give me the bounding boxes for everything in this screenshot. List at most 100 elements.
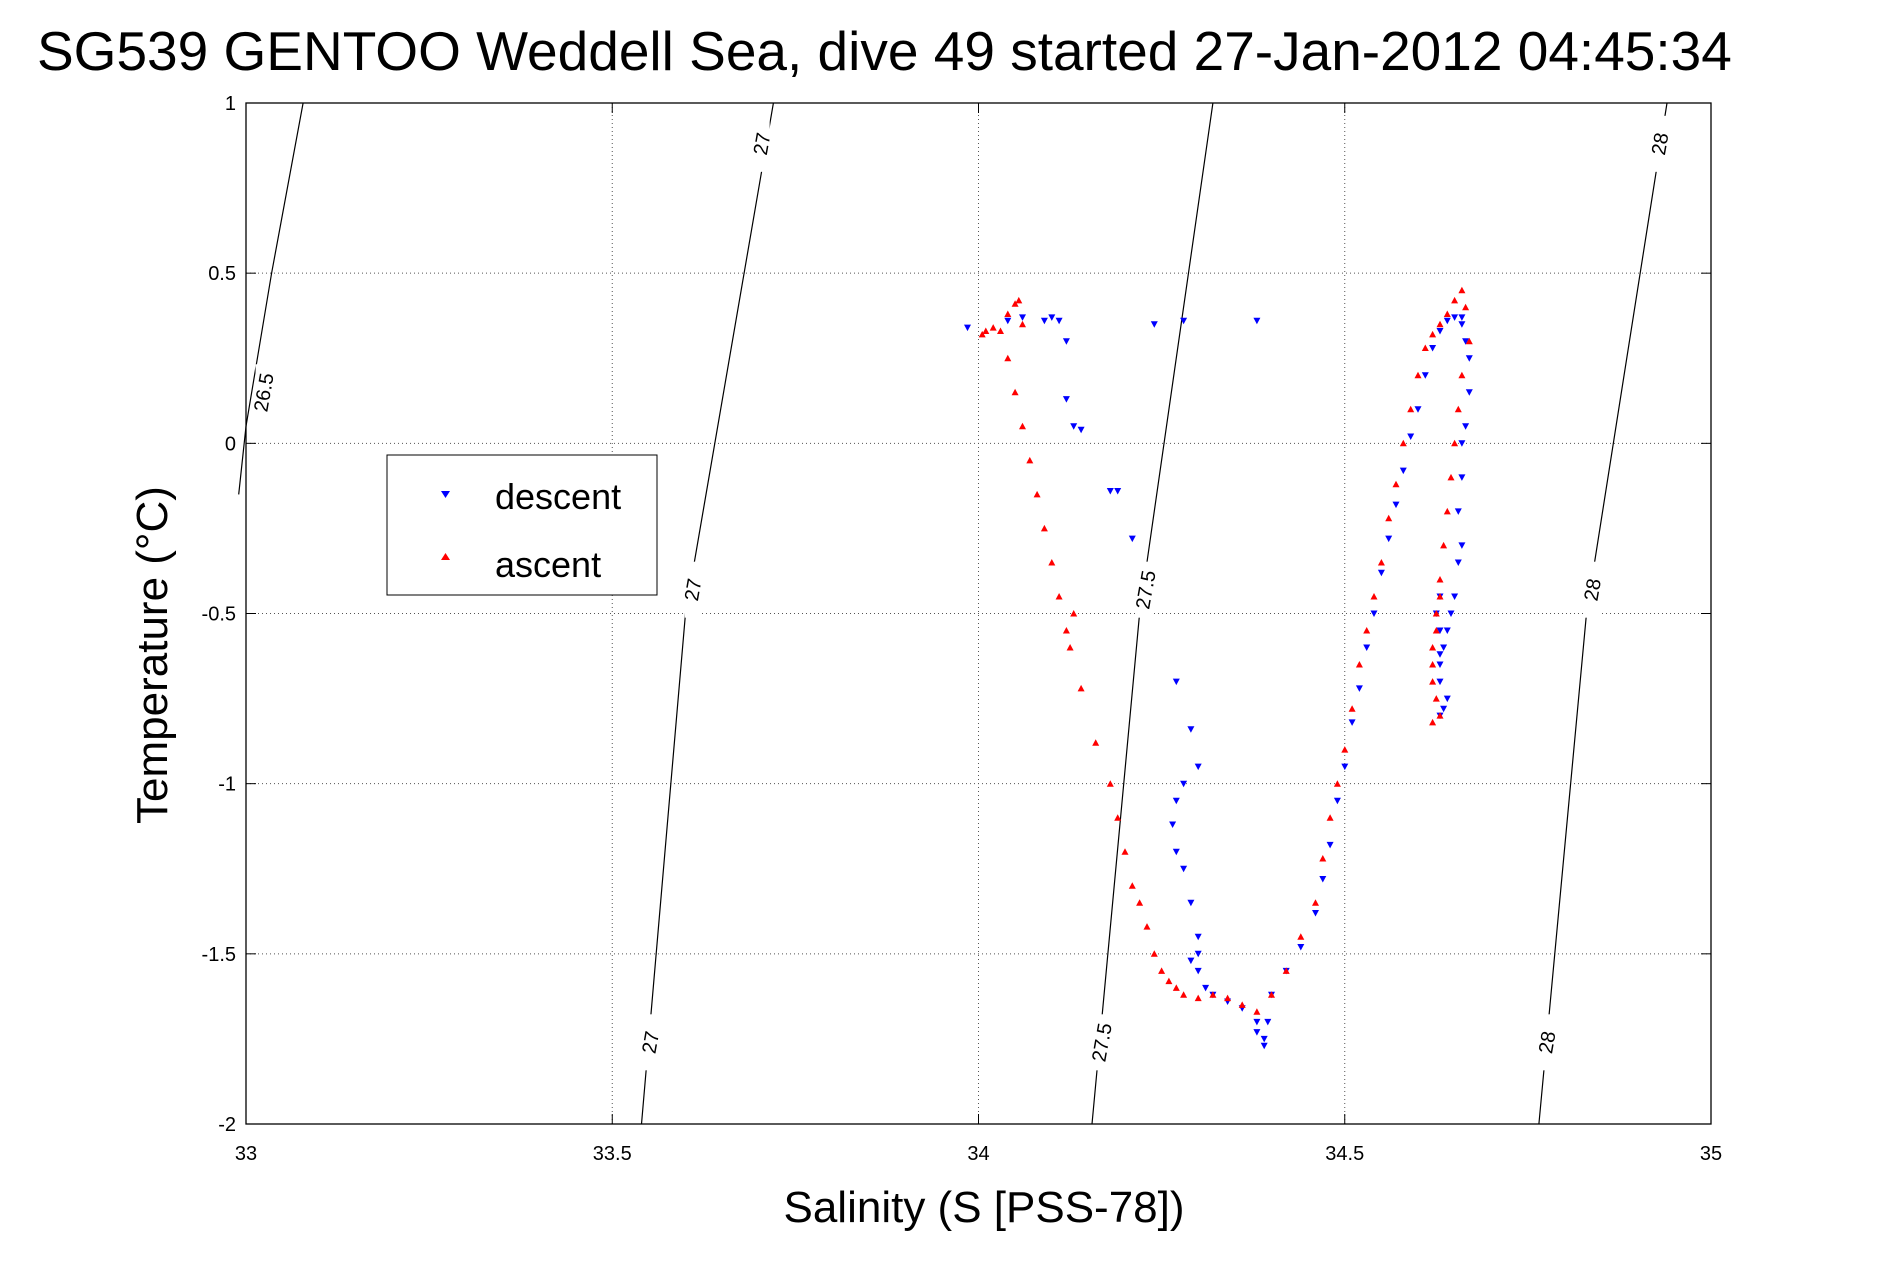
ascent-point xyxy=(1370,593,1378,600)
ascent-point xyxy=(1128,882,1136,889)
descent-point xyxy=(1465,389,1473,396)
ascent-point xyxy=(1004,310,1012,317)
ascent-point xyxy=(1268,991,1275,998)
descent-point xyxy=(1106,488,1114,495)
ascent-point xyxy=(1319,855,1327,862)
contour-label-background xyxy=(1584,561,1601,618)
descent-point xyxy=(1326,841,1334,849)
ascent-point xyxy=(1443,310,1451,317)
descent-point xyxy=(1202,984,1210,992)
descent-point xyxy=(1180,780,1188,788)
descent-point xyxy=(1253,1018,1261,1026)
descent-point xyxy=(1187,899,1195,907)
ascent-point xyxy=(1180,991,1188,998)
descent-point xyxy=(1385,535,1393,543)
descent-point xyxy=(1443,695,1451,703)
descent-point xyxy=(1462,423,1470,430)
descent-point xyxy=(1194,763,1202,771)
descent-point xyxy=(1194,950,1202,958)
y-tick-label: 0.5 xyxy=(208,263,236,285)
descent-point xyxy=(1421,372,1429,379)
ascent-point xyxy=(1209,991,1217,998)
chart-title: SG539 GENTOO Weddell Sea, dive 49 starte… xyxy=(37,20,1732,82)
ascent-point xyxy=(1451,439,1459,447)
ascent-point xyxy=(1312,899,1319,906)
ascent-point xyxy=(1458,286,1466,294)
contour-label-background xyxy=(1651,115,1668,172)
ascent-point xyxy=(1443,507,1451,515)
ascent-point xyxy=(1355,661,1363,668)
descent-point xyxy=(1062,396,1070,403)
contour-label: 27.5 xyxy=(1088,1021,1116,1063)
descent-point xyxy=(1436,651,1444,658)
contour-label: 27.5 xyxy=(1132,569,1160,611)
ascent-point xyxy=(1172,984,1180,991)
ascent-point xyxy=(1465,337,1473,345)
ascent-point xyxy=(1407,405,1415,413)
ascent-point xyxy=(989,324,997,331)
ascent-point xyxy=(1150,950,1158,957)
ascent-point xyxy=(1429,718,1437,726)
ascent-point xyxy=(1019,422,1026,430)
ascent-point xyxy=(1447,473,1455,481)
ascent-point xyxy=(1432,610,1440,617)
contour-label: 28 xyxy=(1648,131,1674,157)
ascent-point xyxy=(1429,678,1437,685)
ascent-point xyxy=(1297,933,1305,940)
descent-point xyxy=(1440,644,1448,651)
descent-point xyxy=(1458,440,1466,447)
ascent-point xyxy=(1121,848,1129,855)
contour-label-background xyxy=(255,364,272,421)
descent-point xyxy=(1172,797,1180,805)
ascent-point xyxy=(1326,814,1334,821)
ascent-point xyxy=(1011,300,1019,307)
contour-label-background xyxy=(642,1014,659,1071)
y-tick-label: -1 xyxy=(218,774,236,796)
legend-label-descent: descent xyxy=(495,476,621,517)
x-tick-label: 35 xyxy=(1700,1143,1722,1165)
descent-point xyxy=(1392,501,1400,509)
ascent-point xyxy=(1114,814,1122,821)
ascent-point xyxy=(1011,388,1019,396)
y-tick-label: 1 xyxy=(225,93,236,115)
descent-point xyxy=(1370,610,1378,617)
contour-label-background xyxy=(1538,1014,1555,1071)
legend-marker-descent xyxy=(441,491,450,498)
descent-point xyxy=(1187,957,1195,965)
legend-box xyxy=(386,454,658,596)
ascent-point xyxy=(1092,739,1100,746)
y-tick-label: -1.5 xyxy=(202,944,236,966)
descent-point xyxy=(1077,426,1085,434)
y-tick-label: -0.5 xyxy=(202,604,236,626)
ascent-point xyxy=(1026,456,1034,464)
descent-point xyxy=(1070,423,1078,430)
ascent-point xyxy=(1462,303,1470,311)
descent-point xyxy=(1264,1018,1272,1026)
descent-point xyxy=(1150,321,1158,328)
descent-point xyxy=(1458,321,1466,328)
ascent-point xyxy=(1432,695,1440,702)
y-axis-label: Temperature (°C) xyxy=(128,486,177,824)
ascent-point xyxy=(1414,371,1422,379)
ascent-point xyxy=(1015,296,1023,304)
descent-point xyxy=(1440,705,1448,713)
contour-label-background xyxy=(753,115,770,172)
ascent-point xyxy=(1136,899,1144,906)
descent-point xyxy=(1436,661,1444,668)
descent-point xyxy=(1399,467,1407,475)
series-ascent xyxy=(978,286,1473,1015)
density-contour-line xyxy=(640,102,774,1125)
descent-point xyxy=(1454,559,1462,566)
descent-point xyxy=(1194,933,1202,941)
ascent-point xyxy=(1454,405,1462,413)
descent-point xyxy=(1414,406,1422,413)
ascent-point xyxy=(1377,559,1385,566)
x-tick-label: 34 xyxy=(967,1143,989,1165)
descent-point xyxy=(1180,865,1188,873)
descent-point xyxy=(1128,535,1136,543)
descent-point xyxy=(1333,797,1341,805)
series-descent xyxy=(964,314,1473,1050)
descent-point xyxy=(1348,719,1356,726)
ascent-point xyxy=(1432,627,1440,634)
